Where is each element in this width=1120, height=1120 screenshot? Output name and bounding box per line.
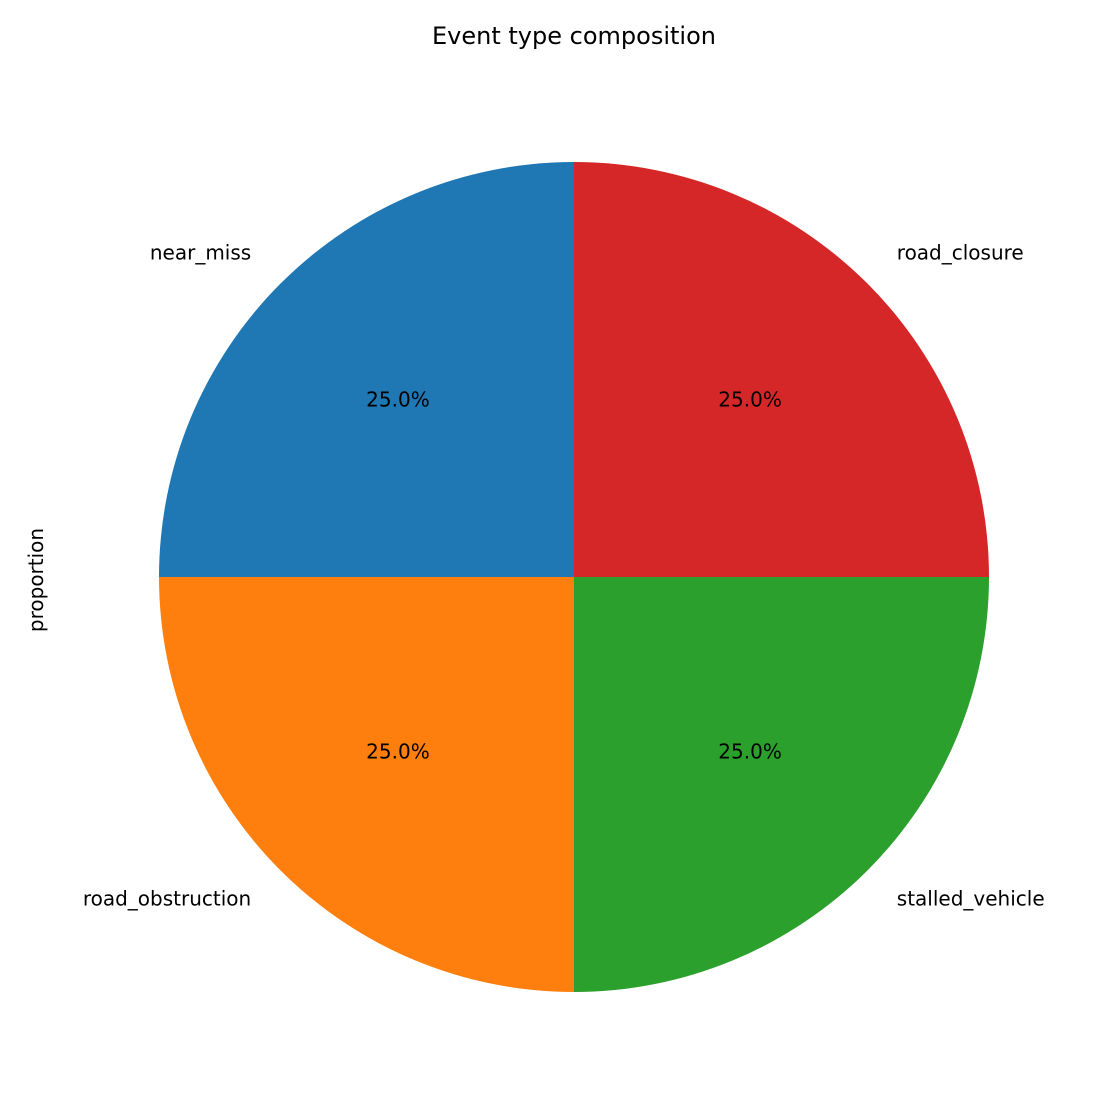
- slice-label: road_obstruction: [83, 886, 251, 910]
- slice-percent-label: 25.0%: [366, 740, 430, 764]
- pie-slice-stalled-vehicle: [574, 577, 989, 992]
- slice-percent-label: 25.0%: [718, 387, 782, 411]
- pie-slices: [159, 162, 989, 992]
- pie-slice-road-closure: [574, 162, 989, 577]
- pie-slice-near-miss: [159, 162, 574, 577]
- slice-label: stalled_vehicle: [897, 886, 1045, 910]
- chart-title: Event type composition: [432, 22, 716, 50]
- pie-slice-road-obstruction: [159, 577, 574, 992]
- slice-percent-label: 25.0%: [366, 387, 430, 411]
- slice-percent-label: 25.0%: [718, 740, 782, 764]
- slice-label: near_miss: [150, 241, 251, 265]
- y-axis-label: proportion: [24, 528, 48, 632]
- slice-label: road_closure: [897, 241, 1024, 265]
- pie-labels: near_miss 25.0% road_obstruction 25.0% stall…: [83, 241, 1045, 911]
